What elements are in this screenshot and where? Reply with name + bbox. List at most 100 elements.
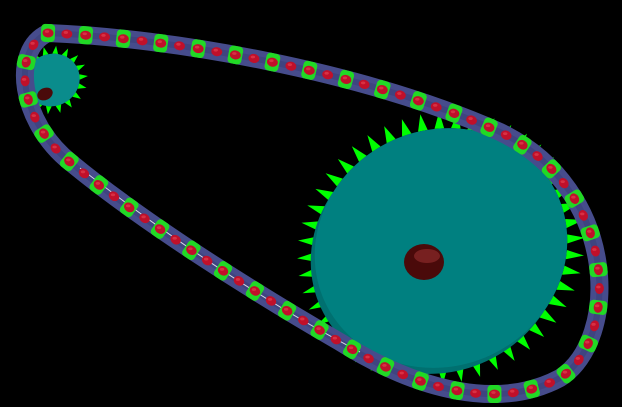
- chain-pin-highlight: [213, 48, 218, 52]
- chain-pin-highlight: [23, 59, 28, 62]
- chain-pin-highlight: [415, 97, 420, 101]
- chain-pin-highlight: [382, 363, 387, 367]
- sprocket-tooth: [307, 205, 326, 216]
- sprocket-tooth: [298, 236, 317, 246]
- sprocket-tooth: [567, 234, 585, 244]
- chain-pin-highlight: [141, 215, 146, 219]
- chain-pin-highlight: [491, 391, 496, 394]
- chain-pin-highlight: [472, 390, 477, 394]
- chain-pin-highlight: [194, 45, 200, 49]
- chain-pin-highlight: [575, 357, 581, 360]
- chain-pin-highlight: [592, 248, 597, 251]
- sprocket-tooth: [64, 99, 72, 108]
- chain-pin-highlight: [546, 380, 551, 383]
- sprocket-tooth: [367, 135, 381, 152]
- sprocket-tooth: [52, 45, 59, 54]
- chain-pin-highlight: [80, 170, 86, 174]
- sprocket-tooth: [301, 221, 320, 231]
- chain-pin-highlight: [25, 96, 30, 100]
- sprocket-tooth: [337, 158, 354, 174]
- sprocket-tooth: [42, 47, 49, 56]
- sprocket-tooth: [61, 48, 69, 58]
- chain-pin-highlight: [306, 67, 311, 71]
- chain-pin-highlight: [519, 141, 524, 145]
- chain-pin-highlight: [235, 278, 241, 281]
- hub-body: [37, 87, 53, 101]
- chain-pin-highlight: [585, 340, 590, 344]
- chain-pin-highlight: [203, 257, 209, 261]
- chain-pin-highlight: [324, 71, 329, 75]
- sprocket-tooth: [55, 104, 62, 113]
- chain-pin: [39, 128, 49, 139]
- chain-pin: [593, 264, 603, 276]
- chain-pin: [583, 338, 593, 349]
- chain-pin-highlight: [332, 336, 338, 340]
- chain-pin: [578, 210, 588, 221]
- chain-pin-highlight: [157, 40, 162, 44]
- chain-pin-highlight: [596, 285, 601, 289]
- chain-pin-highlight: [138, 37, 144, 41]
- chain: [15, 23, 609, 404]
- chain-pin-highlight: [287, 63, 293, 67]
- chain-pin: [573, 354, 584, 366]
- chain-pin-highlight: [126, 204, 131, 208]
- chain-pin: [50, 143, 61, 154]
- chain-pin-highlight: [95, 182, 101, 185]
- chain-pin: [28, 39, 39, 50]
- chain-pin: [594, 282, 604, 294]
- sprocket-tooth: [297, 252, 315, 262]
- chain-pin-highlight: [316, 327, 321, 330]
- chain-pin-highlight: [31, 114, 36, 118]
- sprocket-tooth: [384, 126, 396, 144]
- chain-pin-highlight: [66, 158, 71, 162]
- sprocket-tooth: [76, 64, 85, 71]
- chain-pin: [569, 193, 580, 204]
- chain-pin-highlight: [534, 153, 539, 156]
- chain-pin-highlight: [485, 124, 491, 128]
- chain-pin-highlight: [510, 389, 515, 393]
- chain-pin: [23, 93, 33, 105]
- chain-pin-highlight: [348, 346, 354, 350]
- chain-pin-highlight: [250, 55, 256, 59]
- chain-pin-highlight: [435, 383, 440, 387]
- chain-pin: [21, 56, 31, 68]
- chain-pin: [585, 227, 595, 239]
- chain-pin-highlight: [110, 193, 116, 197]
- chain-pin-highlight: [580, 212, 585, 216]
- chain-pin-highlight: [591, 322, 596, 326]
- chain-pin-highlight: [587, 229, 592, 233]
- chain-pin-highlight: [82, 32, 87, 36]
- chain-pin-highlight: [120, 35, 125, 39]
- chain-pin-highlight: [176, 42, 181, 46]
- chain-pin-highlight: [399, 371, 404, 375]
- chain-pin-highlight: [397, 92, 402, 95]
- chain-pin-highlight: [450, 110, 456, 114]
- large-hub: [404, 244, 444, 280]
- sprocket-tooth: [418, 114, 428, 132]
- chain-pin-highlight: [188, 247, 193, 251]
- chain-pin-highlight: [269, 59, 274, 63]
- sprocket-tooth: [45, 106, 52, 115]
- chain-pin-highlight: [502, 132, 508, 136]
- small-hub: [37, 87, 53, 101]
- chain-pin: [558, 177, 569, 189]
- sprocket-tooth: [315, 188, 334, 201]
- chain-pin-highlight: [365, 355, 370, 359]
- chain-pin-highlight: [595, 266, 600, 270]
- sprocket-tooth: [562, 265, 581, 275]
- sprocket-tooth: [325, 173, 343, 187]
- chain-pin-highlight: [453, 387, 459, 391]
- chain-pin-highlight: [30, 41, 35, 45]
- chain-pin-highlight: [417, 378, 422, 381]
- chain-pin-highlight: [528, 386, 533, 389]
- chain-pin-highlight: [156, 226, 162, 229]
- sprocket-tooth: [556, 280, 575, 291]
- sprocket-tooth: [401, 119, 412, 137]
- sprocket-tooth: [539, 309, 557, 323]
- chain-pin-highlight: [594, 304, 600, 308]
- chain-pin-highlight: [232, 52, 237, 55]
- chain-pin-highlight: [40, 130, 46, 134]
- chain-pin: [20, 75, 30, 87]
- hub-highlight: [414, 249, 440, 263]
